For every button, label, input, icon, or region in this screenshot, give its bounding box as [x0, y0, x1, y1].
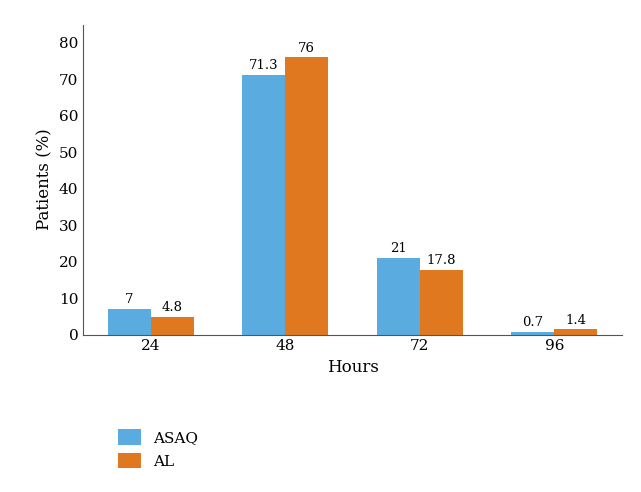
Bar: [108, 309, 151, 335]
Text: 76: 76: [298, 41, 315, 55]
Text: 21: 21: [390, 242, 406, 255]
Bar: [377, 258, 420, 335]
X-axis label: Hours: Hours: [327, 359, 378, 376]
Legend: ASAQ, AL: ASAQ, AL: [118, 429, 198, 468]
Bar: [554, 330, 597, 335]
Y-axis label: Patients (%): Patients (%): [37, 129, 53, 230]
Text: 4.8: 4.8: [162, 301, 183, 314]
Bar: [242, 75, 285, 335]
Text: 7: 7: [125, 293, 133, 306]
Bar: [151, 317, 194, 335]
Text: 71.3: 71.3: [249, 59, 279, 72]
Bar: [285, 58, 328, 335]
Text: 1.4: 1.4: [565, 313, 587, 327]
Bar: [512, 332, 554, 335]
Text: 17.8: 17.8: [426, 254, 456, 267]
Bar: [420, 270, 463, 335]
Text: 0.7: 0.7: [522, 316, 544, 329]
